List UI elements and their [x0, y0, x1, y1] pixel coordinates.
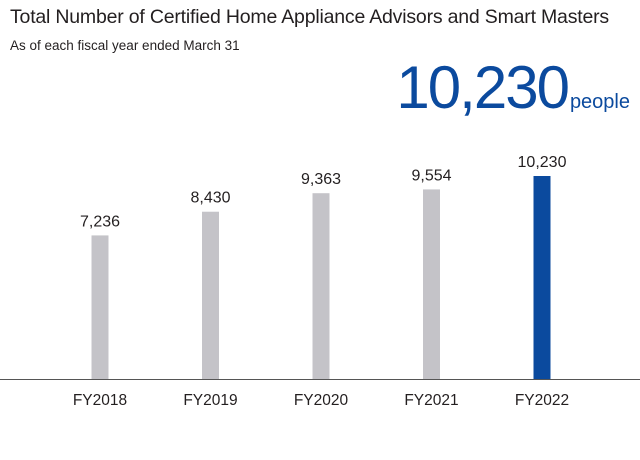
x-tick-fy2021: FY2021 — [404, 392, 458, 409]
x-tick-labels: FY2018 FY2019 FY2020 FY2021 FY2022 — [73, 392, 569, 409]
data-label-fy2018: 7,236 — [80, 213, 120, 230]
data-label-fy2022: 10,230 — [518, 154, 567, 171]
data-label-fy2021: 9,554 — [411, 167, 451, 184]
headline-total: 10,230 people — [396, 58, 630, 118]
data-label-fy2019: 8,430 — [190, 190, 230, 207]
bar-fy2020 — [312, 193, 330, 379]
bar-fy2018 — [91, 235, 109, 379]
bar-fy2021 — [423, 189, 440, 379]
data-label-fy2020: 9,363 — [301, 171, 341, 188]
bar-fy2019 — [202, 211, 219, 379]
x-tick-fy2018: FY2018 — [73, 392, 127, 409]
headline-unit: people — [569, 91, 630, 113]
chart-subtitle: As of each fiscal year ended March 31 — [10, 38, 240, 53]
bar-fy2022 — [533, 176, 551, 379]
headline-value: 10,230 — [396, 54, 570, 121]
chart-title: Total Number of Certified Home Appliance… — [10, 6, 609, 28]
bars-group — [91, 176, 551, 379]
x-tick-fy2022: FY2022 — [515, 392, 569, 409]
x-tick-fy2019: FY2019 — [183, 392, 237, 409]
x-tick-fy2020: FY2020 — [294, 392, 349, 409]
data-labels: 7,236 8,430 9,363 9,554 10,230 — [80, 154, 567, 230]
